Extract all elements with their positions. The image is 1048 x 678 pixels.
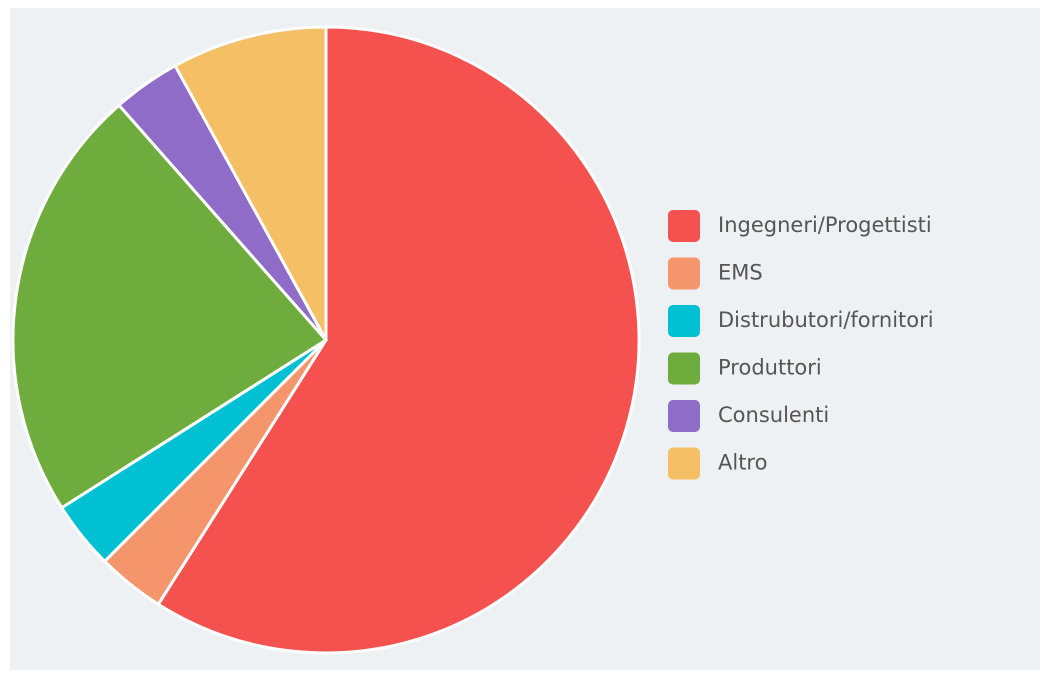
legend-swatch	[668, 210, 700, 242]
pie-slice	[173, 25, 328, 341]
legend-label: Produttori	[718, 356, 822, 380]
legend-swatch	[668, 305, 700, 337]
legend-swatch	[668, 400, 700, 432]
pie-slice	[156, 25, 641, 655]
legend-swatch	[668, 447, 700, 480]
legend-label: Consulenti	[718, 403, 829, 427]
legend-label: EMS	[718, 261, 763, 285]
legend-label: Distrubutori/fornitori	[718, 308, 934, 332]
legend-swatch	[668, 352, 700, 385]
pie-slice	[11, 103, 329, 510]
legend-label: Altro	[718, 451, 767, 475]
legend-swatch	[668, 257, 700, 290]
legend-label: Ingegneri/Progettisti	[718, 213, 932, 237]
